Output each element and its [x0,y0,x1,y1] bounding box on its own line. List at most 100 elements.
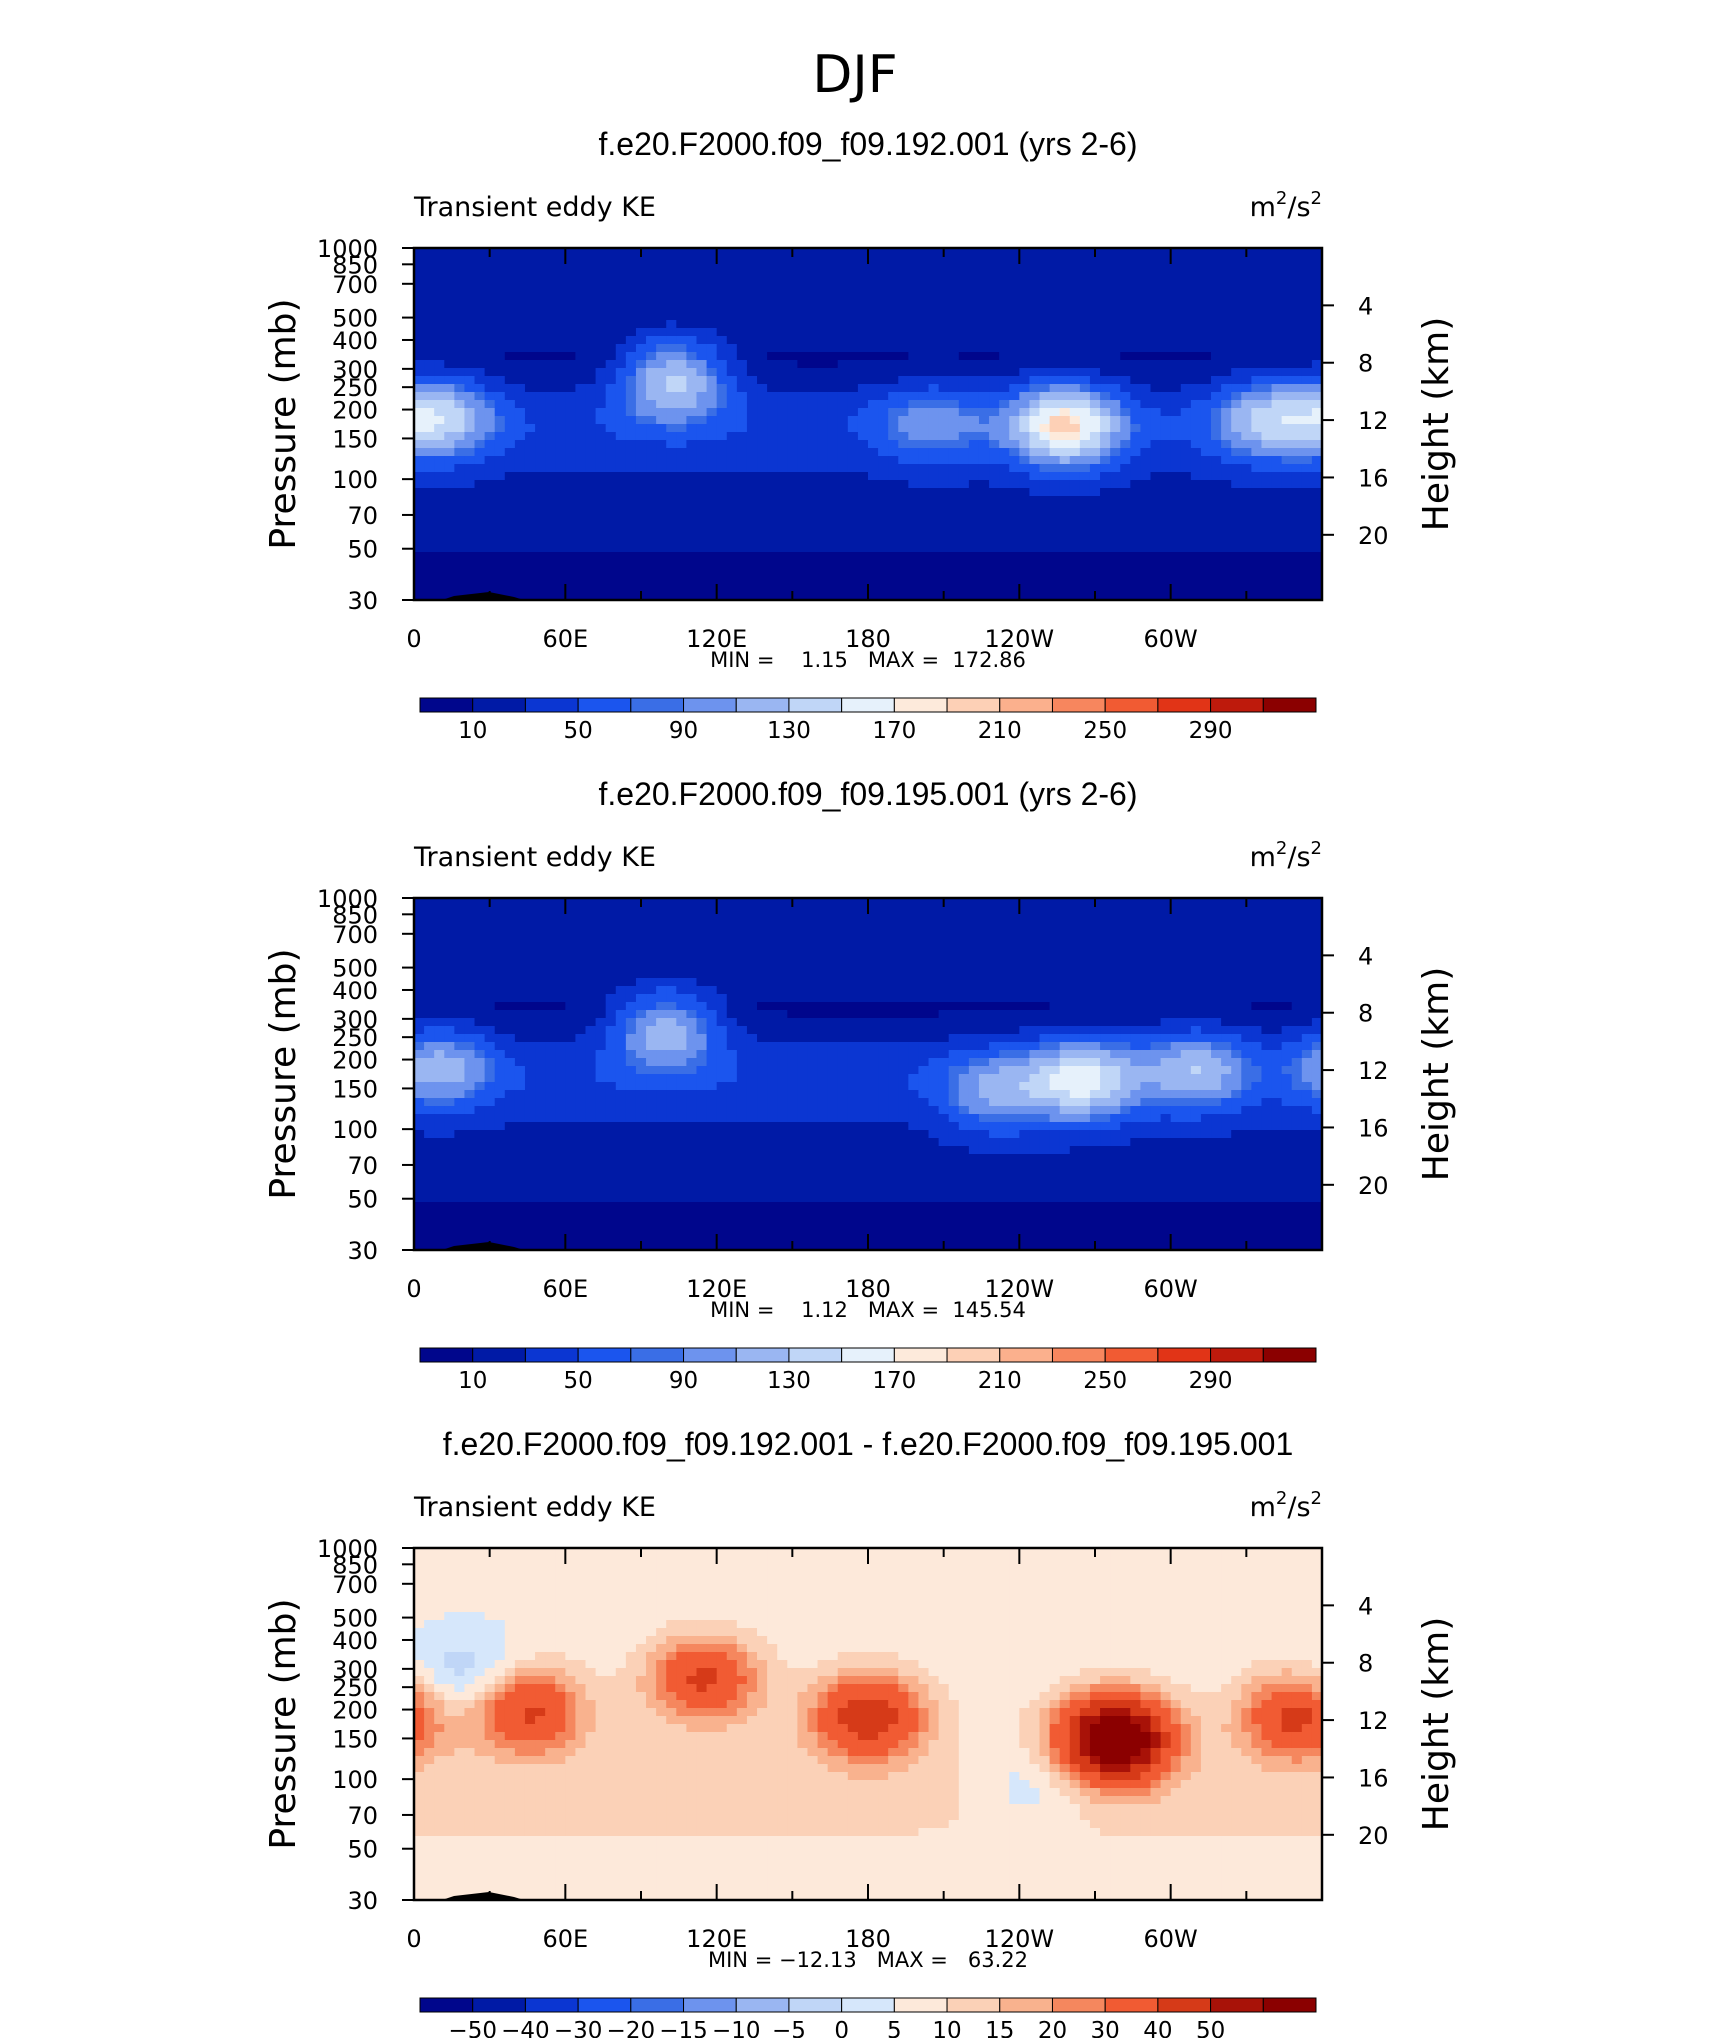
contour-cell [847,336,859,345]
contour-cell [1110,544,1121,553]
contour-cell [918,560,930,569]
contour-cell [454,528,466,537]
contour-cell [1200,376,1212,385]
contour-cell [666,898,677,907]
contour-cell [514,408,526,417]
contour-cell [1140,384,1152,393]
contour-cell [656,544,667,553]
contour-cell [484,304,496,313]
contour-cell [767,954,778,963]
contour-cell [1190,448,1202,457]
contour-cell [1180,504,1192,513]
contour-cell [878,400,889,409]
contour-cell [454,488,466,497]
contour-cell [777,584,788,593]
contour-cell [999,384,1010,393]
contour-cell [1170,528,1182,537]
contour-cell [535,448,546,457]
contour-cell [958,400,970,409]
contour-cell [1281,922,1293,931]
contour-cell [1291,568,1303,577]
contour-cell [757,496,768,505]
contour-cell [857,472,869,481]
contour-cell [978,272,990,281]
contour-cell [958,432,970,441]
contour-cell [545,440,556,449]
contour-cell [535,496,546,505]
contour-cell [1211,962,1222,971]
contour-cell [736,552,748,561]
contour-cell [1221,520,1232,529]
contour-cell [767,416,778,425]
contour-cell [635,432,647,441]
contour-cell [565,400,577,409]
contour-cell [837,480,849,489]
contour-cell [424,408,435,417]
contour-cell [1160,248,1172,257]
contour-cell [1170,472,1182,481]
contour-cell [948,440,960,449]
contour-cell [414,288,425,297]
contour-cell [837,408,849,417]
contour-cell [898,336,909,345]
contour-cell [1009,384,1020,393]
contour-cell [1200,400,1212,409]
contour-cell [968,472,980,481]
contour-cell [1009,528,1020,537]
contour-cell [827,296,839,305]
contour-cell [1271,344,1283,353]
contour-cell [666,922,677,931]
contour-cell [1251,312,1263,321]
contour-cell [1120,432,1131,441]
contour-cell [1170,296,1182,305]
contour-cell [1069,424,1081,433]
contour-cell [444,384,455,393]
contour-cell [535,504,546,513]
x-tick-label: 120E [686,625,747,653]
contour-cell [676,898,687,907]
contour-cell [585,256,597,265]
contour-cell [605,400,617,409]
contour-cell [585,544,597,553]
contour-cell [999,400,1010,409]
contour-cell [1241,336,1252,345]
contour-cell [555,592,566,601]
contour-cell [1039,264,1051,273]
contour-cell [595,328,607,337]
contour-cell [716,336,728,345]
contour-cell [1029,448,1041,457]
contour-cell [928,938,940,947]
contour-cell [1029,584,1041,593]
contour-cell [757,906,768,915]
contour-cell [494,464,506,473]
contour-cell [787,256,798,265]
contour-cell [706,288,718,297]
contour-cell [595,424,607,433]
colorbar-label: 210 [978,718,1022,744]
colorbar-box [577,697,632,713]
contour-cell [514,584,526,593]
contour-cell [1110,946,1121,955]
contour-cell [989,408,1000,417]
contour-cell [686,528,698,537]
contour-cell [1079,938,1091,947]
contour-cell [1200,970,1212,979]
contour-cell [888,938,899,947]
contour-cell [857,416,869,425]
contour-cell [635,368,647,377]
contour-cell [494,296,506,305]
contour-cell [585,930,597,939]
contour-cell [868,536,879,545]
contour-cell [514,424,526,433]
contour-cell [1211,312,1222,321]
contour-cell [494,544,506,553]
contour-cell [1089,256,1101,265]
contour-cell [1281,344,1293,353]
contour-cell [1120,392,1131,401]
contour-cell [878,248,889,257]
contour-cell [1059,264,1071,273]
contour-cell [1049,424,1061,433]
contour-cell [837,584,849,593]
contour-cell [514,504,526,513]
contour-cell [868,946,879,955]
